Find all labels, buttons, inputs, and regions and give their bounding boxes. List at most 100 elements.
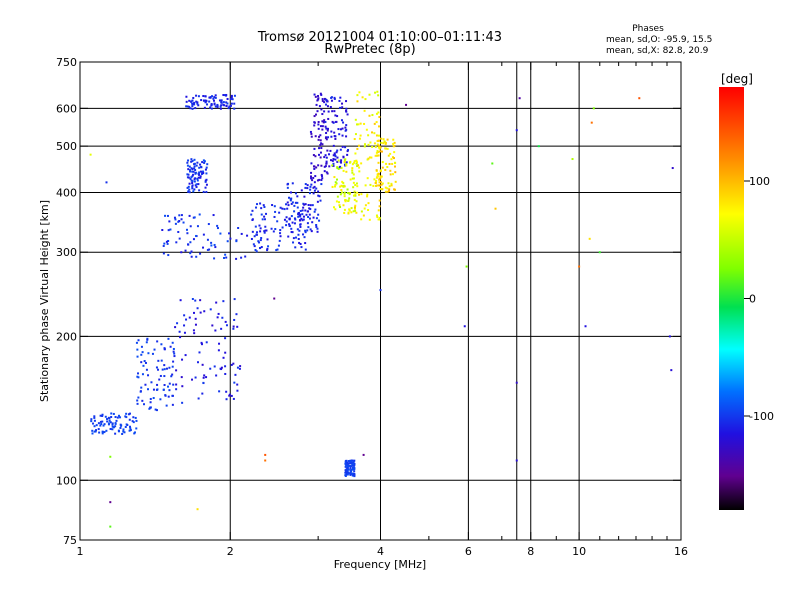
point-X-1-15 [378, 205, 381, 208]
point-O-3-76 [307, 203, 310, 206]
point-O-0-74 [203, 106, 206, 109]
point-O-6-24 [341, 102, 344, 105]
point-O-4-9 [306, 187, 309, 190]
point-O-2-33 [235, 240, 238, 243]
point-O-4-0 [314, 208, 317, 211]
point-O-1-31 [205, 183, 208, 186]
point-X-2-79 [380, 183, 383, 186]
point-O-8-75 [147, 352, 150, 355]
colorbar-tick-label: 100 [749, 175, 770, 188]
point-O-5-45 [314, 135, 317, 138]
point-O-6-80 [324, 98, 327, 101]
point-O-9-63 [125, 423, 128, 426]
point-O-9-44 [95, 424, 98, 427]
point-O-8-18 [172, 383, 175, 386]
point-O-7-30 [232, 327, 235, 330]
point-O-4-74 [287, 204, 290, 207]
point-O-1-83 [198, 173, 201, 176]
point-O-2-74 [185, 228, 188, 231]
point-O-3-15 [292, 241, 295, 244]
point-O-3-43 [276, 248, 279, 251]
point-O-8-8 [136, 348, 139, 351]
point-O-10-43 [347, 468, 350, 471]
point-O-2-60 [182, 221, 185, 224]
point-X-0-5 [343, 191, 346, 194]
y-tick-label: 100 [56, 474, 77, 487]
point-O-0-63 [212, 97, 215, 100]
sparse-point-2 [109, 455, 112, 458]
point-O-1-61 [199, 163, 202, 166]
sparse-point-22 [578, 265, 581, 268]
point-O-8-58 [137, 339, 140, 342]
point-O-2-9 [267, 245, 270, 248]
point-O-3-55 [290, 231, 293, 234]
point-O-5-49 [327, 110, 330, 113]
point-O-5-86 [317, 127, 320, 130]
point-O-6-51 [330, 99, 333, 102]
point-O-2-41 [264, 225, 267, 228]
point-O-8-88 [163, 348, 166, 351]
point-O-2-72 [219, 232, 222, 235]
point-O-3-18 [270, 227, 273, 230]
point-O-9-22 [123, 431, 126, 434]
point-O-9-83 [114, 432, 117, 435]
point-O-5-58 [320, 93, 323, 96]
point-X-2-4 [375, 169, 378, 172]
point-O-4-31 [318, 195, 321, 198]
point-O-9-42 [122, 430, 125, 433]
point-O-10-74 [349, 469, 352, 472]
point-X-0-45 [349, 178, 352, 181]
point-O-1-7 [201, 161, 204, 164]
point-X-2-26 [380, 150, 383, 153]
point-O-6-28 [339, 96, 342, 99]
point-O-4-20 [290, 202, 293, 205]
point-O-9-46 [120, 424, 123, 427]
point-O-0-5 [197, 95, 200, 98]
point-X-1-81 [371, 114, 374, 117]
point-O-6-58 [324, 120, 327, 123]
point-X-1-85 [378, 125, 381, 128]
point-O-10-86 [353, 466, 356, 469]
point-X-1-27 [373, 122, 376, 125]
point-O-9-26 [99, 420, 102, 423]
point-O-5-59 [317, 164, 320, 167]
point-O-7-20 [232, 325, 235, 328]
point-O-9-51 [115, 419, 118, 422]
point-O-4-63 [288, 224, 291, 227]
point-O-5-42 [319, 144, 322, 147]
point-O-9-85 [101, 413, 104, 416]
point-O-4-61 [304, 183, 307, 186]
point-O-2-61 [195, 234, 198, 237]
point-O-7-47 [221, 316, 224, 319]
point-O-8-9 [151, 352, 154, 355]
point-O-3-21 [265, 212, 268, 215]
scatter-points [89, 90, 674, 528]
point-X-1-44 [376, 90, 379, 93]
point-X-1-54 [371, 145, 374, 148]
point-O-10-66 [349, 460, 352, 463]
point-X-1-18 [377, 111, 380, 114]
point-X-2-14 [377, 172, 380, 175]
point-O-4-87 [288, 217, 291, 220]
point-X-1-41 [359, 122, 362, 125]
point-O-4-85 [304, 203, 307, 206]
point-O-1-15 [205, 166, 208, 169]
point-O-2-62 [186, 232, 189, 235]
point-O-9-81 [92, 422, 95, 425]
point-O-2-52 [263, 218, 266, 221]
point-X-1-31 [378, 217, 381, 220]
point-O-8-82 [168, 366, 171, 369]
point-X-0-8 [348, 209, 351, 212]
point-O-4-26 [291, 221, 294, 224]
point-O-5-32 [326, 105, 329, 108]
point-O-4-24 [286, 186, 289, 189]
point-X-2-41 [374, 145, 377, 148]
sparse-point-14 [491, 162, 494, 165]
point-O-8-62 [173, 355, 176, 358]
point-O-7-21 [228, 394, 231, 397]
point-O-6-34 [345, 100, 348, 103]
point-O-4-7 [298, 214, 301, 217]
point-O-4-68 [287, 182, 290, 185]
point-O-6-16 [329, 149, 332, 152]
point-X-2-39 [379, 150, 382, 153]
